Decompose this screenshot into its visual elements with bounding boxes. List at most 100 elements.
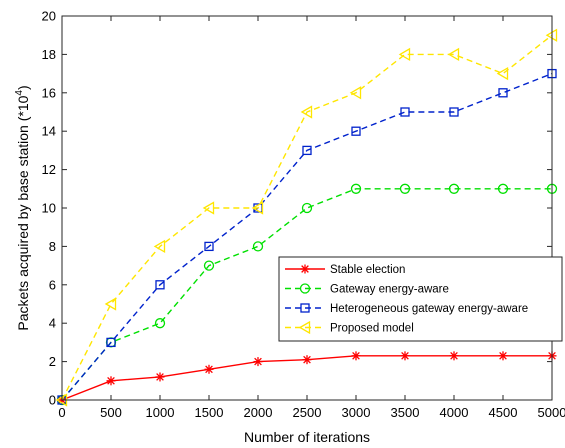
- legend-label: Heterogeneous gateway energy-aware: [330, 303, 528, 315]
- marker-square: [400, 107, 410, 117]
- legend-entry: Gateway energy-aware: [285, 283, 449, 296]
- data-point: [155, 280, 165, 290]
- marker-stroke: [254, 357, 262, 366]
- legend-marker: [300, 303, 310, 313]
- data-point: [349, 86, 362, 100]
- marker-square: [106, 337, 116, 348]
- data-point: [104, 297, 117, 311]
- legend-label: Gateway energy-aware: [330, 284, 449, 296]
- marker-square: [204, 241, 214, 252]
- marker-triangle: [298, 320, 311, 335]
- marker-circle: [497, 183, 509, 194]
- marker-square: [155, 280, 165, 290]
- y-tick-label: 4: [49, 316, 56, 331]
- data-point: [106, 337, 116, 348]
- legend-entry: Stable election: [285, 264, 405, 276]
- series-line: [61, 72, 553, 401]
- marker-stroke: [205, 365, 213, 374]
- marker-stroke: [301, 265, 309, 273]
- data-point: [302, 145, 312, 156]
- marker-square: [498, 88, 508, 98]
- data-point: [302, 355, 312, 365]
- marker-circle: [448, 183, 460, 194]
- x-tick-label: 1000: [146, 405, 175, 420]
- marker-circle: [203, 260, 215, 271]
- data-point: [400, 107, 410, 117]
- data-point: [498, 351, 508, 361]
- legend-label: Stable election: [330, 264, 405, 276]
- marker-square: [302, 145, 312, 156]
- marker-triangle: [447, 47, 460, 62]
- marker-stroke: [401, 352, 409, 360]
- legend-label: Proposed model: [330, 323, 414, 335]
- y-tick-label: 18: [42, 47, 56, 62]
- legend-marker: [300, 264, 310, 274]
- data-point: [351, 351, 361, 361]
- legend-marker: [299, 283, 311, 294]
- marker-triangle: [300, 105, 313, 119]
- series-stable-election: [57, 351, 557, 405]
- x-tick-label: 2500: [293, 405, 322, 420]
- marker-triangle: [251, 201, 264, 215]
- data-point: [398, 47, 411, 62]
- legend-entry: Heterogeneous gateway energy-aware: [285, 303, 528, 315]
- y-axis-title-close: ): [15, 85, 31, 90]
- x-tick-label: 2000: [244, 405, 273, 420]
- x-tick-label: 4000: [440, 405, 469, 420]
- data-point: [204, 364, 214, 374]
- x-tick-label: 1500: [195, 405, 224, 420]
- x-tick-label: 500: [100, 405, 122, 420]
- data-point: [253, 357, 263, 367]
- y-tick-label: 12: [42, 162, 56, 177]
- marker-triangle: [398, 47, 411, 62]
- legend-entry: Proposed model: [285, 320, 414, 335]
- plot-area: [62, 16, 552, 400]
- x-tick-label: 0: [58, 405, 65, 420]
- data-point: [498, 88, 508, 98]
- marker-square: [300, 303, 310, 313]
- marker-circle: [399, 183, 411, 194]
- data-point: [153, 239, 166, 254]
- data-point: [497, 183, 509, 194]
- y-tick-label: 20: [42, 9, 56, 24]
- marker-circle: [154, 318, 166, 329]
- y-tick-label: 8: [49, 239, 56, 254]
- data-point: [400, 351, 410, 361]
- data-point: [251, 201, 264, 215]
- data-point: [202, 201, 215, 215]
- x-tick-label: 5000: [538, 405, 565, 420]
- legend: Stable election Gateway energy-aware Heter…: [278, 256, 563, 342]
- marker-triangle: [349, 86, 362, 100]
- data-point: [203, 260, 215, 271]
- data-point: [204, 241, 214, 252]
- data-point: [448, 183, 460, 194]
- x-tick-label: 4500: [489, 405, 518, 420]
- marker-circle: [299, 283, 311, 294]
- data-point: [496, 66, 509, 81]
- marker-triangle: [202, 201, 215, 215]
- marker-stroke: [450, 352, 458, 360]
- marker-stroke: [107, 376, 115, 385]
- data-point: [301, 202, 313, 214]
- data-point: [447, 47, 460, 62]
- marker-stroke: [499, 352, 507, 360]
- y-tick-label: 0: [49, 393, 56, 408]
- marker-triangle: [104, 297, 117, 311]
- marker-stroke: [352, 352, 360, 360]
- data-point: [399, 183, 411, 194]
- x-tick-label: 3500: [391, 405, 420, 420]
- data-point: [300, 105, 313, 119]
- x-axis-title: Number of iterations: [244, 429, 370, 445]
- marker-circle: [350, 183, 362, 194]
- y-tick-label: 10: [42, 201, 56, 216]
- axes-layer: 0 500 1000 1500 2000 2500 3000 3500 4000 4500 5000…: [42, 9, 565, 421]
- data-point: [154, 318, 166, 329]
- data-point: [351, 126, 361, 136]
- legend-box: [278, 256, 563, 342]
- marker-circle: [252, 241, 264, 252]
- marker-stroke: [156, 373, 164, 381]
- marker-square: [351, 126, 361, 136]
- series-line: [61, 34, 553, 401]
- marker-triangle: [153, 239, 166, 254]
